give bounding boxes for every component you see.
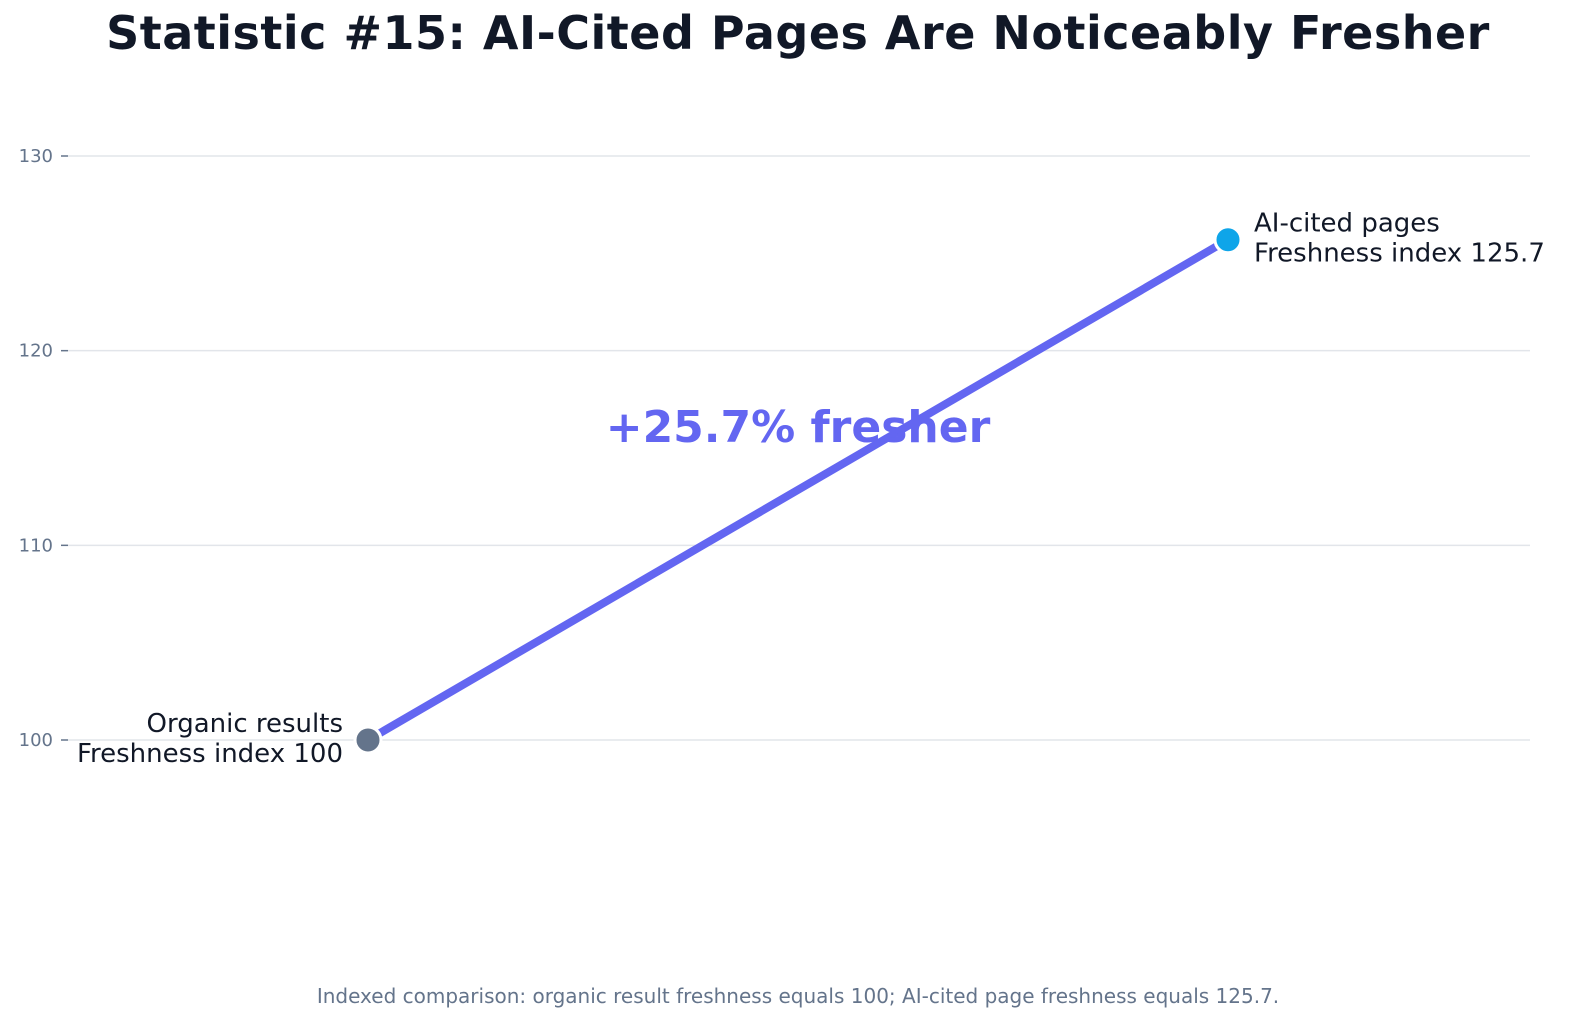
- chart-footnote: Indexed comparison: organic result fresh…: [316, 984, 1280, 1008]
- y-axis-ticks: 100 110 120 130: [19, 146, 68, 751]
- y-tick-label: 120: [19, 341, 53, 362]
- point-sublabel-organic: Freshness index 100: [77, 739, 343, 769]
- point-label-ai-cited: AI-cited pages: [1254, 209, 1440, 239]
- series-line: [364, 235, 1232, 744]
- grid-layer: [68, 155, 1530, 741]
- data-point-ai-cited: [1213, 225, 1243, 255]
- y-tick-label: 100: [19, 730, 53, 751]
- y-tick-label: 130: [19, 146, 53, 167]
- delta-annotation: +25.7% fresher: [606, 402, 991, 453]
- chart-title: Statistic #15: AI-Cited Pages Are Notice…: [106, 6, 1490, 60]
- y-tick-label: 110: [19, 535, 53, 556]
- point-label-organic: Organic results: [147, 709, 344, 739]
- point-sublabel-ai-cited: Freshness index 125.7: [1254, 239, 1545, 269]
- data-point-organic: [353, 725, 383, 755]
